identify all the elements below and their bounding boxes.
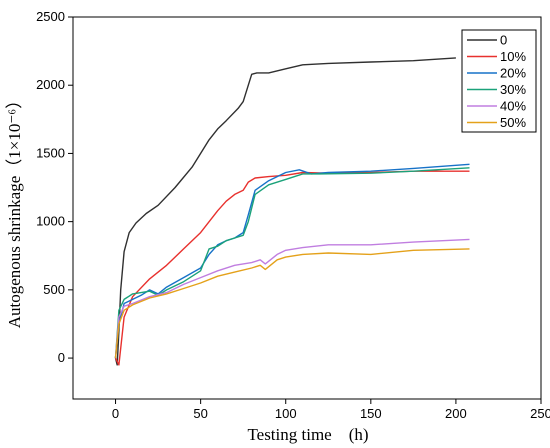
legend-label: 40%	[500, 99, 526, 114]
x-tick-label: 150	[360, 406, 382, 421]
y-tick-labels: 0 500 1000 1500 2000 2500	[36, 9, 65, 365]
x-tick-label: 200	[445, 406, 467, 421]
y-axis-title: Autogenous shrinkage（1×10⁻⁶）	[5, 92, 24, 329]
series-lines	[114, 57, 470, 366]
y-tick-label: 500	[43, 282, 65, 297]
y-tick-label: 2000	[36, 77, 65, 92]
x-tick-labels: 0 50 100 150 200 250	[112, 406, 550, 421]
y-tick-label: 0	[58, 350, 65, 365]
series-line-3	[114, 167, 470, 359]
x-tick-label: 0	[112, 406, 119, 421]
x-axis-title: Testing time (h)	[247, 425, 368, 444]
legend-label: 10%	[500, 49, 526, 64]
tick-marks	[68, 16, 542, 404]
series-line-5	[114, 248, 470, 359]
series-line-0	[114, 57, 456, 366]
x-tick-label: 50	[193, 406, 207, 421]
y-tick-label: 1500	[36, 145, 65, 160]
legend-label: 20%	[500, 66, 526, 81]
legend: 010% 20%30% 40%50%	[461, 29, 537, 133]
x-tick-label: 100	[275, 406, 297, 421]
x-tick-label: 250	[530, 406, 550, 421]
series-line-1	[114, 170, 470, 366]
legend-label: 50%	[500, 115, 526, 130]
legend-box	[461, 29, 537, 133]
y-tick-label: 2500	[36, 9, 65, 24]
plot-frame	[72, 16, 542, 400]
legend-label: 30%	[500, 82, 526, 97]
y-tick-label: 1000	[36, 214, 65, 229]
series-line-4	[114, 238, 470, 359]
legend-label: 0	[500, 33, 507, 48]
